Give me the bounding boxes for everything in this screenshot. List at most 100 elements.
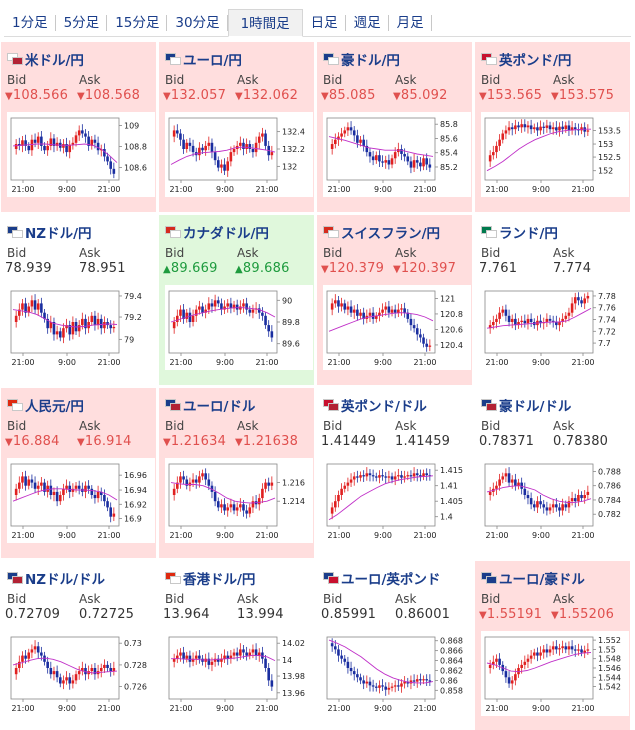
tab-timeframe-1[interactable]: 5分足 [56,9,108,36]
pair-link[interactable]: 英ポンド/ドル [341,399,427,415]
candle-body [198,655,201,659]
price-chart[interactable]: 85.8 85.6 85.4 85.2 21:00 9:00 21:00 [323,112,471,197]
price-chart[interactable]: 132.4 132.2 132 21:00 9:00 21:00 [165,112,313,197]
candle-body [529,655,533,659]
pair-link[interactable]: ユーロ/英ポンド [341,572,441,588]
candle-body [415,473,419,476]
price-chart[interactable]: 14.02 14 13.98 13.96 21:00 9:00 21:00 [165,631,313,716]
candle-body [583,298,586,304]
bid-label: Bid [165,73,185,87]
price-chart[interactable]: 0.788 0.786 0.784 0.782 21:00 9:00 21:00 [481,458,629,543]
tab-timeframe-3[interactable]: 30分足 [167,9,228,36]
price-chart[interactable]: 1.415 1.41 1.405 1.4 21:00 9:00 21:00 [323,458,471,543]
y-tick-label: 120.6 [440,325,463,334]
pair-link[interactable]: ランド/円 [499,226,558,242]
candle-body [555,127,558,131]
candle-body [182,476,185,480]
tab-separator [226,15,228,31]
price-chart[interactable]: 7.78 7.76 7.74 7.72 7.7 21:00 9:00 21:00 [481,285,629,370]
pair-link[interactable]: ユーロ/豪ドル [499,572,585,588]
au-us-flag-icon [481,398,497,412]
price-chart[interactable]: 109 108.8 108.6 21:00 9:00 21:00 [7,112,155,197]
candle-body [510,479,514,483]
candle-body [567,501,571,508]
candle-body [412,325,416,329]
pair-link[interactable]: スイスフラン/円 [341,226,441,242]
chart-frame [10,463,120,527]
candle-body [359,312,362,316]
ca-jp-flag-icon [165,225,181,239]
ask-value-text: 0.78380 [553,434,609,449]
candle-body [425,158,428,165]
candle-body [400,683,403,687]
pair-link[interactable]: 英ポンド/円 [499,53,572,69]
price-chart[interactable]: 153.5 153 152.5 152 21:00 9:00 21:00 [481,112,629,197]
ask-value: 78.951 [79,261,126,276]
price-chart[interactable]: 1.216 1.214 21:00 9:00 21:00 [165,458,313,543]
price-chart[interactable]: 1.552 1.55 1.548 1.546 1.544 1.542 21:00 9:00 21… [481,631,629,716]
pair-link[interactable]: 人民元/円 [25,399,84,415]
pair-link[interactable]: 豪ドル/円 [341,53,400,69]
x-tick-label: 21:00 [255,358,278,367]
candle-body [58,495,62,502]
candle-body [586,295,590,299]
price-chart[interactable]: 90 89.8 89.6 21:00 9:00 21:00 [165,285,313,370]
candle-body [419,162,422,167]
candle-body [384,160,388,163]
y-tick-label: 1.544 [598,673,621,682]
price-chart[interactable]: 79.4 79.2 79 21:00 9:00 21:00 [7,285,155,370]
candle-body [539,501,542,505]
price-chart[interactable]: 121 120.8 120.6 120.4 21:00 9:00 21:00 [323,285,471,370]
tab-timeframe-5[interactable]: 日足 [303,9,346,36]
ask-label: Ask [395,419,417,433]
tab-timeframe-6[interactable]: 週足 [346,9,389,36]
tab-timeframe-0[interactable]: 1分足 [4,9,56,36]
tab-timeframe-4[interactable]: 1時間足 [227,9,303,37]
candle-body [343,485,347,489]
candle-body [378,685,381,688]
candle-body [561,504,564,511]
down-arrow-icon: ▼ [5,91,13,102]
candle-body [368,473,372,476]
price-chart[interactable]: 0.73 0.728 0.726 21:00 9:00 21:00 [7,631,155,716]
y-tick-label: 108.8 [124,143,147,152]
x-tick-label: 21:00 [11,704,34,713]
pair-link[interactable]: 米ドル/円 [25,53,84,69]
pair-link[interactable]: カナダドル/円 [183,226,269,242]
y-tick-label: 16.92 [124,500,147,509]
tab-timeframe-2[interactable]: 15分足 [107,9,168,36]
candle-body [580,495,583,499]
down-arrow-icon: ▼ [321,264,329,275]
x-tick-label: 9:00 [216,358,234,367]
x-tick-label: 9:00 [374,704,392,713]
candle-body [213,658,217,662]
rate-card: 英ポンド/円 Bid Ask ▼153.565 ▼153.575 153.5 153 152.… [475,42,630,212]
ask-value-text: 85.092 [400,88,448,103]
y-tick-label: 0.782 [598,510,621,519]
candle-body [520,664,523,668]
price-chart[interactable]: 16.96 16.94 16.92 16.9 21:00 9:00 21:00 [7,458,155,543]
pair-link[interactable]: ユーロ/円 [183,53,242,69]
rate-card: 英ポンド/ドル Bid Ask 1.41449 1.41459 1.415 1.41 1.40… [317,388,472,558]
candle-body [248,507,252,514]
pair-link[interactable]: NZドル/ドル [25,572,106,588]
tab-timeframe-7[interactable]: 月足 [389,9,432,36]
bid-value-text: 1.21634 [170,434,227,449]
moving-average-line [328,312,434,332]
pair-link[interactable]: 豪ドル/ドル [499,399,572,415]
chart-frame [326,290,436,354]
pair-link[interactable]: NZドル/円 [25,226,92,242]
y-tick-label: 0.864 [440,657,463,666]
candle-body [62,144,65,148]
candle-body [573,649,577,651]
candle-body [523,488,527,495]
price-chart[interactable]: 0.868 0.866 0.864 0.862 0.86 0.858 21:00 9:00 21… [323,631,471,716]
pair-link[interactable]: ユーロ/ドル [183,399,256,415]
candle-body [548,507,552,511]
pair-link[interactable]: 香港ドル/円 [183,572,256,588]
candle-body [349,668,353,672]
candle-body [330,144,334,149]
bid-label: Bid [7,246,27,260]
bid-value-text: 0.78371 [479,434,535,449]
candle-body [551,504,555,508]
